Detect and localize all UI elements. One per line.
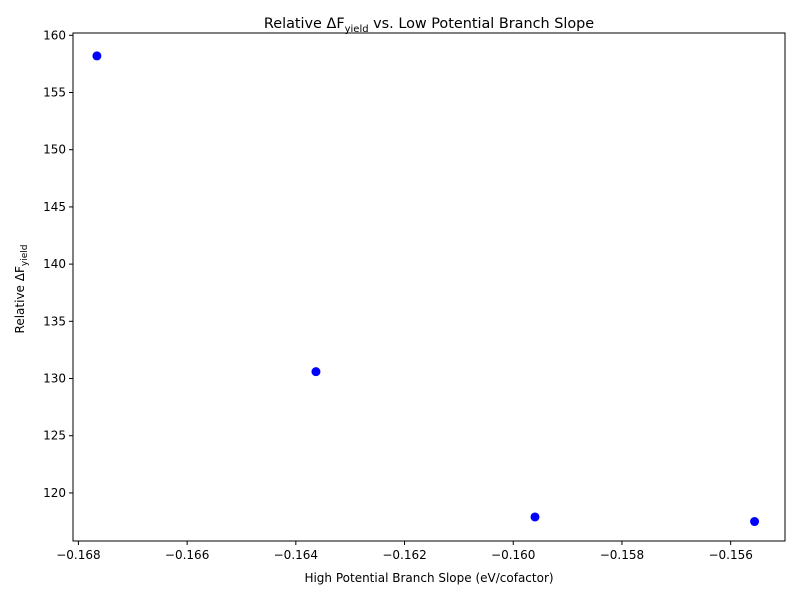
y-axis-title-prefix: Relative ΔF [13, 266, 27, 333]
x-tick-label: −0.162 [382, 548, 426, 562]
x-tick-label: −0.156 [708, 548, 752, 562]
y-tick-label: 130 [43, 372, 66, 386]
y-tick-label: 150 [43, 143, 66, 157]
x-tick-label: −0.168 [56, 548, 100, 562]
chart-title-subscript: yield [345, 24, 369, 35]
x-tick-label: −0.158 [600, 548, 644, 562]
plot-area: −0.168 −0.166 −0.164 −0.162 −0.160 −0.158 −0.1… [43, 28, 786, 562]
y-tick-label: 160 [43, 28, 66, 42]
x-tick-label: −0.160 [491, 548, 535, 562]
axes-frame [72, 32, 786, 542]
y-tick-label: 120 [43, 486, 66, 500]
y-tick-label: 145 [43, 200, 66, 214]
y-tick-label: 125 [43, 429, 66, 443]
x-axis-title: High Potential Branch Slope (eV/cofactor… [304, 571, 553, 585]
y-tick-label: 135 [43, 314, 66, 328]
chart-title-prefix: Relative ΔF [264, 16, 345, 32]
data-point [530, 512, 540, 522]
y-tick-label: 140 [43, 257, 66, 271]
chart-title-suffix: vs. Low Potential Branch Slope [369, 16, 595, 32]
data-point [92, 51, 102, 61]
data-point [311, 367, 321, 377]
data-point [750, 517, 760, 527]
x-tick-label: −0.166 [165, 548, 209, 562]
y-axis-title-subscript: yield [20, 245, 30, 267]
chart-title: Relative ΔFyield vs. Low Potential Branc… [264, 16, 594, 35]
x-tick-label: −0.164 [274, 548, 318, 562]
y-tick-label: 155 [43, 85, 66, 99]
y-axis-title: Relative ΔFyield [13, 245, 30, 334]
